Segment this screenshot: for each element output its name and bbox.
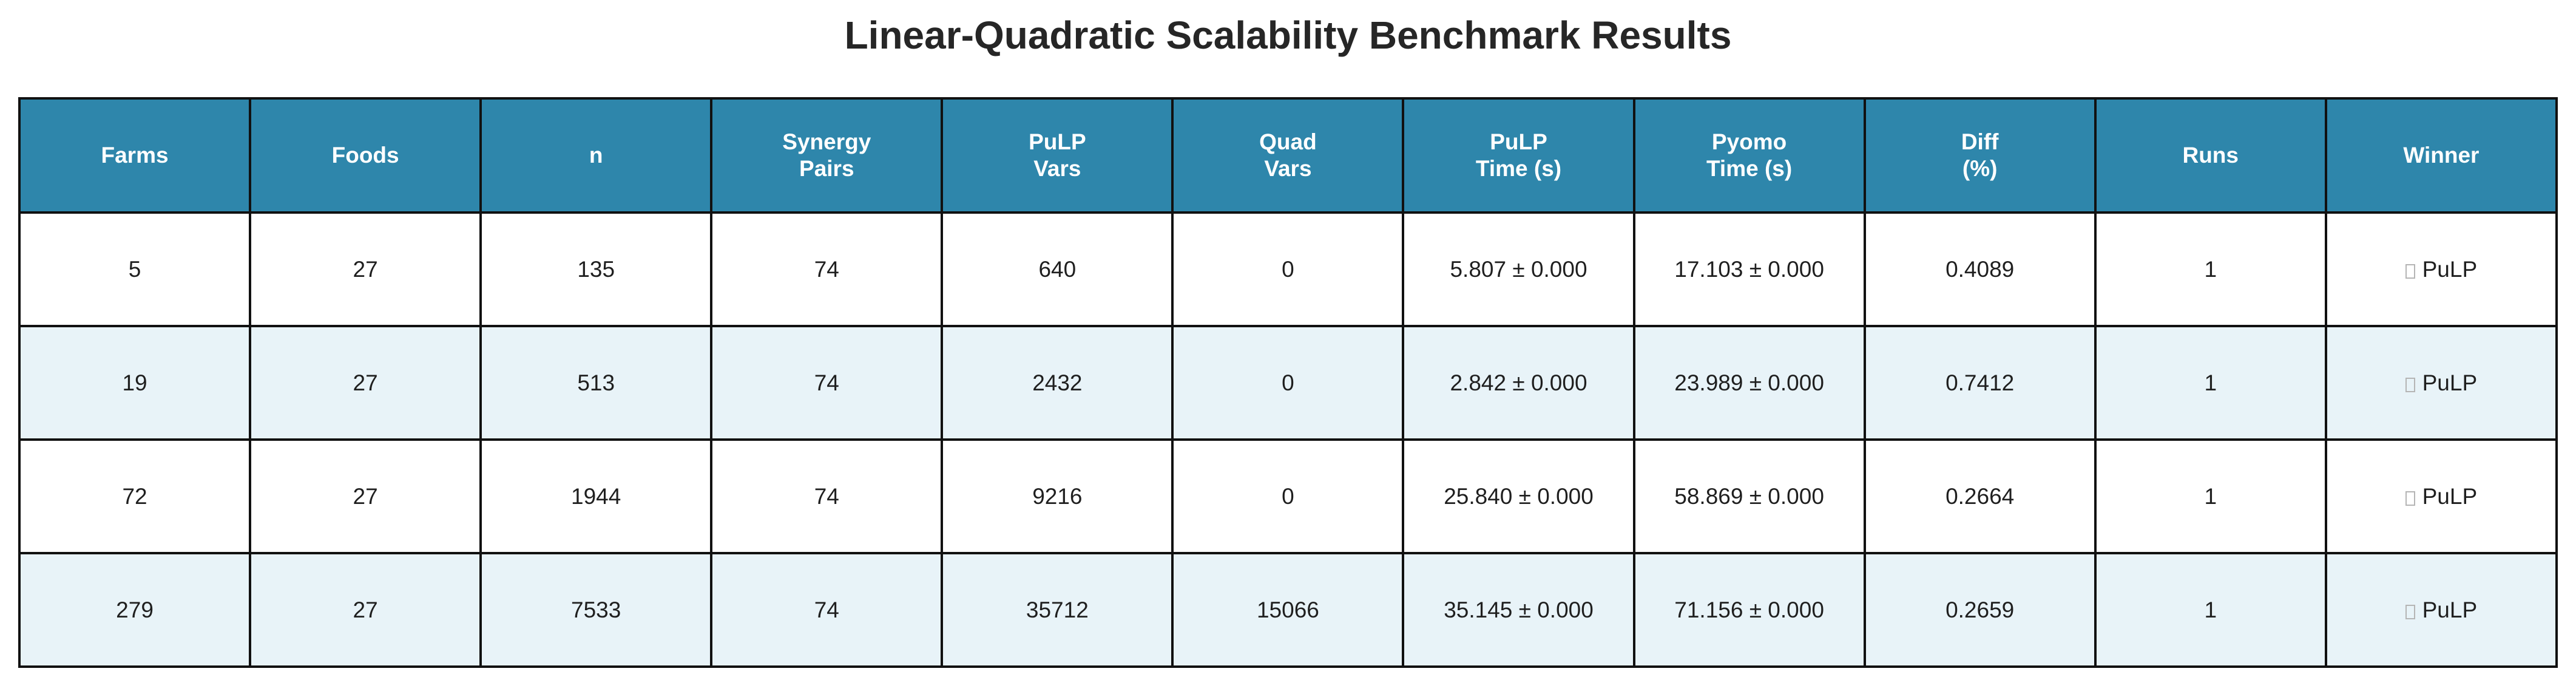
cell-pyomo-time: 23.989 ± 0.000 <box>1632 325 1866 441</box>
cell-foods: 27 <box>249 211 482 327</box>
column-header-runs: Runs <box>2094 97 2327 214</box>
cell-diff: 0.2664 <box>1863 438 2097 554</box>
cell-pyomo-time: 71.156 ± 0.000 <box>1632 552 1866 668</box>
cell-winner: PuLP <box>2324 325 2558 441</box>
chart-title: Linear-Quadratic Scalability Benchmark R… <box>844 13 1732 57</box>
cell-pulp-time: 2.842 ± 0.000 <box>1402 325 1635 441</box>
cell-pulp-time: 25.840 ± 0.000 <box>1402 438 1635 554</box>
cell-n: 7533 <box>479 552 713 668</box>
column-header-diff: Diff (%) <box>1863 97 2097 214</box>
cell-pulp-vars: 35712 <box>941 552 1174 668</box>
cell-pyomo-time: 17.103 ± 0.000 <box>1632 211 1866 327</box>
cell-foods: 27 <box>249 325 482 441</box>
cell-runs: 1 <box>2094 325 2327 441</box>
column-header-farms: Farms <box>18 97 252 214</box>
cell-synergy-pairs: 74 <box>710 552 944 668</box>
table-row: 72 27 1944 74 9216 0 25.840 ± 0.000 58.8… <box>18 438 2558 554</box>
cell-diff: 0.7412 <box>1863 325 2097 441</box>
winner-label: PuLP <box>2422 597 2478 622</box>
cell-quad-vars: 0 <box>1171 438 1405 554</box>
cell-synergy-pairs: 74 <box>710 438 944 554</box>
missing-glyph-icon <box>2405 264 2415 279</box>
column-header-pulp-vars: PuLP Vars <box>941 97 1174 214</box>
cell-runs: 1 <box>2094 438 2327 554</box>
cell-pulp-vars: 9216 <box>941 438 1174 554</box>
cell-pulp-time: 5.807 ± 0.000 <box>1402 211 1635 327</box>
winner-label: PuLP <box>2422 256 2478 282</box>
table-row: 5 27 135 74 640 0 5.807 ± 0.000 17.103 ±… <box>18 211 2558 327</box>
missing-glyph-icon <box>2405 377 2415 392</box>
winner-label: PuLP <box>2422 370 2478 395</box>
column-header-pulp-time: PuLP Time (s) <box>1402 97 1635 214</box>
cell-winner: PuLP <box>2324 552 2558 668</box>
cell-diff: 0.4089 <box>1863 211 2097 327</box>
cell-winner: PuLP <box>2324 438 2558 554</box>
cell-pulp-vars: 640 <box>941 211 1174 327</box>
table-header: Farms Foods n Synergy Pairs PuLP Vars Qu… <box>18 97 2558 214</box>
cell-foods: 27 <box>249 552 482 668</box>
cell-n: 513 <box>479 325 713 441</box>
cell-synergy-pairs: 74 <box>710 211 944 327</box>
cell-quad-vars: 0 <box>1171 325 1405 441</box>
cell-foods: 27 <box>249 438 482 554</box>
table-row: 19 27 513 74 2432 0 2.842 ± 0.000 23.989… <box>18 325 2558 441</box>
cell-pyomo-time: 58.869 ± 0.000 <box>1632 438 1866 554</box>
column-header-quad-vars: Quad Vars <box>1171 97 1405 214</box>
cell-runs: 1 <box>2094 211 2327 327</box>
cell-quad-vars: 0 <box>1171 211 1405 327</box>
column-header-pyomo-time: Pyomo Time (s) <box>1632 97 1866 214</box>
cell-farms: 279 <box>18 552 252 668</box>
table-row: 279 27 7533 74 35712 15066 35.145 ± 0.00… <box>18 552 2558 668</box>
cell-pulp-vars: 2432 <box>941 325 1174 441</box>
column-header-synergy-pairs: Synergy Pairs <box>710 97 944 214</box>
cell-runs: 1 <box>2094 552 2327 668</box>
cell-diff: 0.2659 <box>1863 552 2097 668</box>
cell-quad-vars: 15066 <box>1171 552 1405 668</box>
header-row: Farms Foods n Synergy Pairs PuLP Vars Qu… <box>18 97 2558 214</box>
benchmark-table: Farms Foods n Synergy Pairs PuLP Vars Qu… <box>18 97 2558 668</box>
cell-synergy-pairs: 74 <box>710 325 944 441</box>
cell-farms: 72 <box>18 438 252 554</box>
cell-farms: 5 <box>18 211 252 327</box>
cell-n: 1944 <box>479 438 713 554</box>
missing-glyph-icon <box>2405 604 2415 619</box>
cell-farms: 19 <box>18 325 252 441</box>
missing-glyph-icon <box>2405 491 2415 506</box>
column-header-foods: Foods <box>249 97 482 214</box>
column-header-n: n <box>479 97 713 214</box>
table-body: 5 27 135 74 640 0 5.807 ± 0.000 17.103 ±… <box>18 211 2558 668</box>
winner-label: PuLP <box>2422 483 2478 509</box>
cell-pulp-time: 35.145 ± 0.000 <box>1402 552 1635 668</box>
column-header-winner: Winner <box>2324 97 2558 214</box>
cell-winner: PuLP <box>2324 211 2558 327</box>
cell-n: 135 <box>479 211 713 327</box>
